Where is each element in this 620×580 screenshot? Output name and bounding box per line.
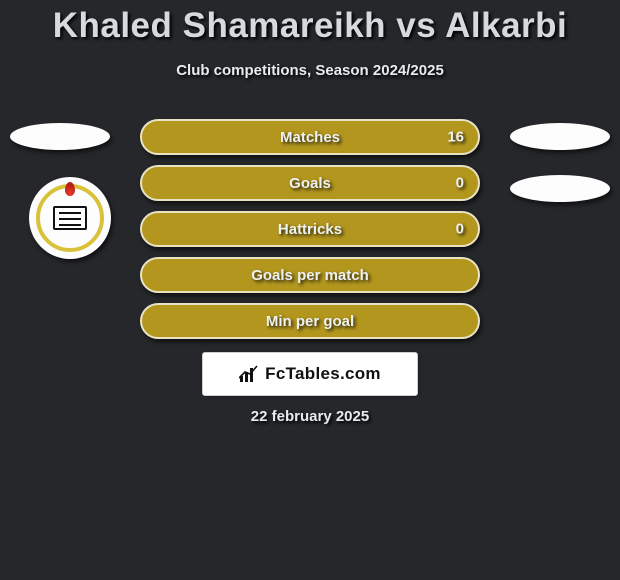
book-icon [53, 206, 87, 230]
source-badge: FcTables.com [202, 352, 418, 396]
chart-icon [239, 364, 259, 384]
flame-icon [65, 182, 75, 196]
stat-rows: Matches 16 Goals 0 Hattricks 0 Goals per… [140, 119, 480, 349]
date-label: 22 february 2025 [0, 408, 620, 425]
subtitle: Club competitions, Season 2024/2025 [0, 62, 620, 79]
right-top-ellipse [510, 123, 610, 150]
club-badge [29, 177, 111, 259]
stat-value: 0 [456, 175, 464, 192]
stat-row: Hattricks 0 [140, 211, 480, 247]
stat-label: Matches [280, 129, 340, 146]
stat-row: Goals per match [140, 257, 480, 293]
left-top-ellipse [10, 123, 110, 150]
book-line [59, 224, 81, 226]
stat-value: 0 [456, 221, 464, 238]
stat-row: Matches 16 [140, 119, 480, 155]
stat-value: 16 [447, 129, 464, 146]
stat-label: Goals [289, 175, 331, 192]
stat-label: Hattricks [278, 221, 342, 238]
right-mid-ellipse [510, 175, 610, 202]
page-title: Khaled Shamareikh vs Alkarbi [0, 0, 620, 46]
stat-row: Min per goal [140, 303, 480, 339]
stat-label: Min per goal [266, 313, 354, 330]
badge-ring [36, 184, 104, 252]
source-label: FcTables.com [265, 364, 381, 384]
stat-row: Goals 0 [140, 165, 480, 201]
stat-label: Goals per match [251, 267, 369, 284]
